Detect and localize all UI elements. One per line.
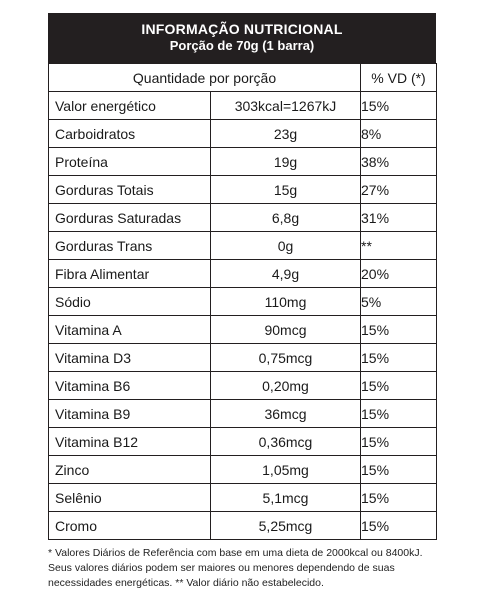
- nutrient-name: Gorduras Totais: [48, 175, 211, 204]
- table-row: Gorduras Totais 15g 27%: [48, 175, 437, 204]
- nutrient-dv: 15%: [360, 315, 437, 344]
- nutrient-quantity: 1,05mg: [210, 455, 361, 484]
- table-row: Gorduras Trans 0g **: [48, 231, 437, 260]
- nutrient-quantity: 0,75mcg: [210, 343, 361, 372]
- nutrient-quantity: 303kcal=1267kJ: [210, 91, 361, 120]
- nutrient-name: Gorduras Trans: [48, 231, 211, 260]
- nutrient-quantity: 90mcg: [210, 315, 361, 344]
- table-row: Carboidratos 23g 8%: [48, 119, 437, 148]
- nutrient-quantity: 0,20mg: [210, 371, 361, 400]
- nutrient-name: Cromo: [48, 511, 211, 540]
- nutrient-name: Vitamina B6: [48, 371, 211, 400]
- nutrient-name: Vitamina B12: [48, 427, 211, 456]
- nutrient-dv: 15%: [360, 455, 437, 484]
- nutrient-name: Vitamina D3: [48, 343, 211, 372]
- nutrient-name: Valor energético: [48, 91, 211, 120]
- quantity-column-header: Quantidade por porção: [48, 63, 361, 92]
- nutrient-quantity: 4,9g: [210, 259, 361, 288]
- nutrient-quantity: 23g: [210, 119, 361, 148]
- table-row: Sódio 110mg 5%: [48, 287, 437, 316]
- nutrient-dv: 15%: [360, 371, 437, 400]
- nutrient-name: Vitamina B9: [48, 399, 211, 428]
- nutrient-dv: 15%: [360, 399, 437, 428]
- nutrition-table: Quantidade por porção % VD (*) Valor ene…: [48, 63, 437, 540]
- nutrient-name: Zinco: [48, 455, 211, 484]
- table-row: Cromo 5,25mcg 15%: [48, 511, 437, 540]
- nutrient-name: Sódio: [48, 287, 211, 316]
- nutrient-name: Selênio: [48, 483, 211, 512]
- nutrient-dv: 8%: [360, 119, 437, 148]
- nutrient-quantity: 110mg: [210, 287, 361, 316]
- nutrition-table-body: Quantidade por porção % VD (*) Valor ene…: [48, 63, 437, 540]
- nutrient-quantity: 5,25mcg: [210, 511, 361, 540]
- table-row: Zinco 1,05mg 15%: [48, 455, 437, 484]
- table-row: Vitamina B12 0,36mcg 15%: [48, 427, 437, 456]
- nutrient-dv: 27%: [360, 175, 437, 204]
- nutrient-quantity: 19g: [210, 147, 361, 176]
- table-row: Valor energético 303kcal=1267kJ 15%: [48, 91, 437, 120]
- column-header-row: Quantidade por porção % VD (*): [48, 63, 437, 92]
- table-row: Selênio 5,1mcg 15%: [48, 483, 437, 512]
- nutrient-dv: 15%: [360, 427, 437, 456]
- nutrient-name: Gorduras Saturadas: [48, 203, 211, 232]
- nutrient-dv: 20%: [360, 259, 437, 288]
- nutrient-dv: 5%: [360, 287, 437, 316]
- nutrient-name: Fibra Alimentar: [48, 259, 211, 288]
- nutrient-dv: **: [360, 231, 437, 260]
- nutrient-name: Vitamina A: [48, 315, 211, 344]
- serving-size: Porção de 70g (1 barra): [169, 38, 315, 53]
- nutrient-quantity: 0g: [210, 231, 361, 260]
- table-row: Vitamina B6 0,20mg 15%: [48, 371, 437, 400]
- table-row: Vitamina D3 0,75mcg 15%: [48, 343, 437, 372]
- nutrient-dv: 15%: [360, 483, 437, 512]
- nutrient-dv: 31%: [360, 203, 437, 232]
- table-row: Fibra Alimentar 4,9g 20%: [48, 259, 437, 288]
- nutrient-quantity: 5,1mcg: [210, 483, 361, 512]
- nutrient-name: Proteína: [48, 147, 211, 176]
- table-row: Proteína 19g 38%: [48, 147, 437, 176]
- dv-column-header: % VD (*): [360, 63, 437, 92]
- nutrient-quantity: 36mcg: [210, 399, 361, 428]
- nutrient-dv: 15%: [360, 91, 437, 120]
- nutrient-quantity: 15g: [210, 175, 361, 204]
- nutrient-dv: 38%: [360, 147, 437, 176]
- nutrient-quantity: 6,8g: [210, 203, 361, 232]
- nutrition-header: INFORMAÇÃO NUTRICIONAL Porção de 70g (1 …: [48, 13, 436, 63]
- table-row: Vitamina A 90mcg 15%: [48, 315, 437, 344]
- nutrition-facts-panel: INFORMAÇÃO NUTRICIONAL Porção de 70g (1 …: [48, 13, 437, 540]
- nutrient-dv: 15%: [360, 511, 437, 540]
- nutrient-quantity: 0,36mcg: [210, 427, 361, 456]
- table-row: Gorduras Saturadas 6,8g 31%: [48, 203, 437, 232]
- nutrition-title: INFORMAÇÃO NUTRICIONAL: [141, 21, 343, 37]
- nutrient-dv: 15%: [360, 343, 437, 372]
- footnote: * Valores Diários de Referência com base…: [48, 547, 423, 589]
- table-row: Vitamina B9 36mcg 15%: [48, 399, 437, 428]
- nutrient-name: Carboidratos: [48, 119, 211, 148]
